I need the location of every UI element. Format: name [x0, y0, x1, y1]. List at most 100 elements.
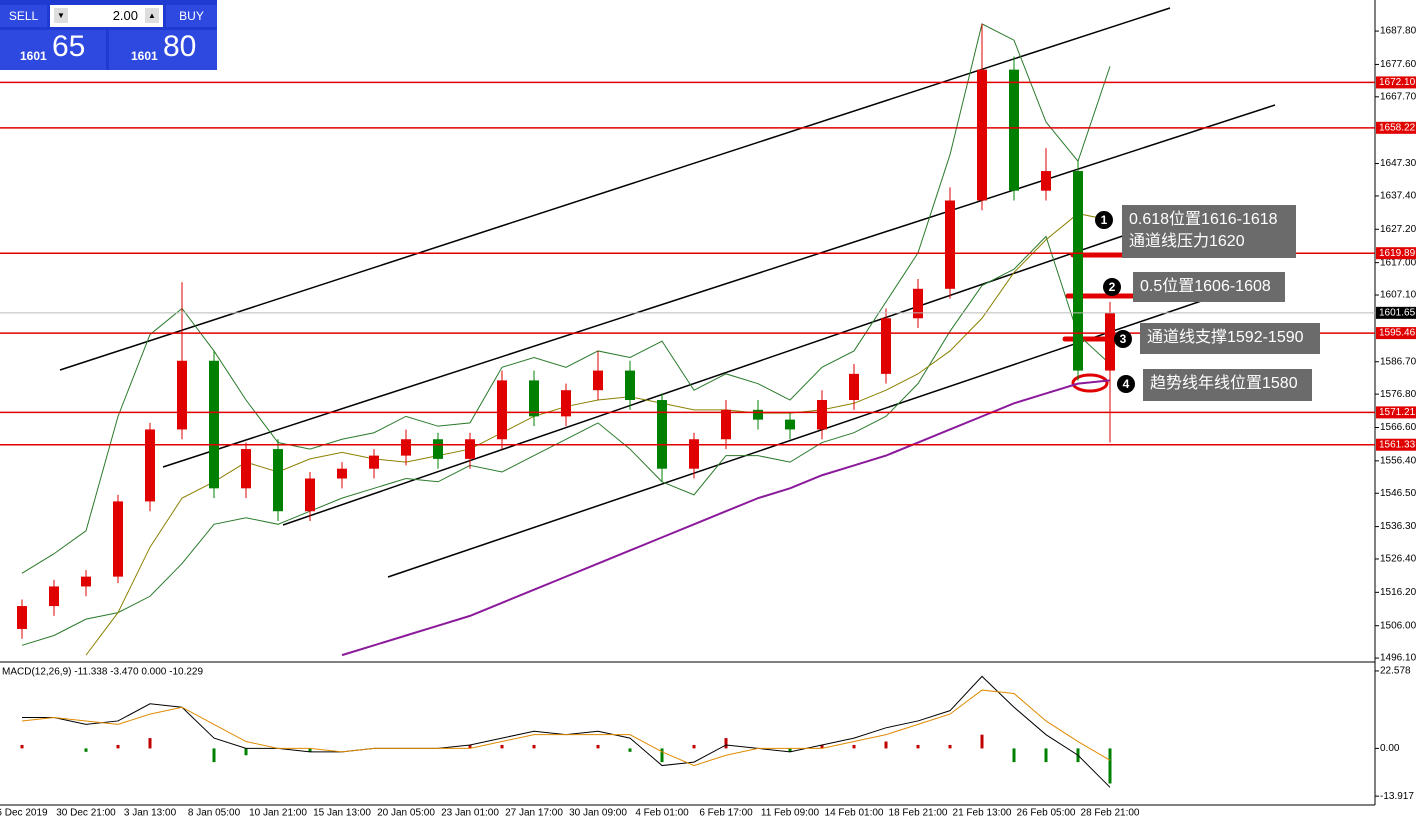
y-tick-label: 0.00 — [1380, 743, 1400, 754]
candle-body — [369, 455, 379, 469]
highlight-ellipse — [1071, 373, 1109, 393]
current-price-label: 1601.65 — [1379, 307, 1416, 318]
candle-body — [241, 449, 251, 489]
signal-line — [21, 689, 1111, 767]
annotation-text: 趋势线年线位置1580 — [1150, 374, 1298, 392]
annotation-badge — [1114, 330, 1132, 348]
indicator-line — [21, 23, 1111, 574]
x-tick-label: 18 Feb 21:00 — [889, 808, 948, 819]
lot-up[interactable]: ▲ — [145, 8, 159, 23]
level-tag — [1376, 121, 1416, 134]
annotation-text: 通道线支撑1592-1590 — [1147, 328, 1304, 346]
lot-down[interactable]: ▼ — [54, 8, 68, 23]
histogram-bar — [788, 748, 792, 752]
level-label: 1561.33 — [1379, 439, 1416, 450]
y-tick-label: 1566.60 — [1380, 422, 1417, 433]
sell-price[interactable]: 1601 65 — [0, 30, 106, 70]
trend-line — [162, 104, 1276, 468]
y-tick-label: 1506.00 — [1380, 620, 1417, 631]
annotation-box — [1133, 272, 1285, 302]
trend-line — [282, 229, 1141, 526]
annotation-text: 0.618位置1616-1618 — [1129, 210, 1278, 228]
candle-body — [753, 409, 763, 420]
y-tick-label: 1647.30 — [1380, 158, 1417, 169]
level-label: 1658.22 — [1379, 122, 1416, 133]
candle-body — [1073, 171, 1083, 371]
x-tick-label: 21 Feb 13:00 — [953, 808, 1012, 819]
sell-prefix: 1601 — [20, 49, 47, 63]
annotation-badge — [1095, 211, 1113, 229]
y-tick-label: 1576.80 — [1380, 389, 1417, 400]
candle-body — [913, 288, 923, 319]
level-tag — [1376, 327, 1416, 340]
annotation-number: 3 — [1120, 332, 1127, 346]
x-tick-label: 4 Feb 01:00 — [635, 808, 689, 819]
candle-body — [881, 318, 891, 374]
candle-body — [497, 380, 507, 440]
candle-body — [849, 373, 859, 401]
y-tick-label: 1556.40 — [1380, 455, 1417, 466]
candle-body — [337, 468, 347, 479]
y-tick-label: 1546.50 — [1380, 488, 1417, 499]
annotation-box — [1140, 323, 1320, 354]
histogram-bar — [884, 741, 888, 749]
macd-title: MACD(12,26,9) -11.338 -3.470 0.000 -10.2… — [2, 667, 203, 678]
y-tick-label: 1607.10 — [1380, 290, 1417, 301]
x-tick-label: 27 Jan 17:00 — [505, 808, 563, 819]
x-tick-label: 10 Jan 21:00 — [249, 808, 307, 819]
level-tag — [1376, 406, 1416, 419]
candle-body — [689, 439, 699, 469]
y-tick-label: 22.578 — [1380, 666, 1411, 677]
trend-line — [59, 7, 1171, 371]
buy-price[interactable]: 1601 80 — [109, 30, 217, 70]
y-tick-label: 1637.40 — [1380, 191, 1417, 202]
candle-body — [785, 419, 795, 430]
y-tick-label: 1617.00 — [1380, 257, 1417, 268]
histogram-bar — [84, 748, 88, 752]
x-tick-label: 28 Feb 21:00 — [1081, 808, 1140, 819]
candle-body — [209, 360, 219, 489]
candle-body — [273, 449, 283, 512]
lot-input[interactable]: ▼ 2.00 ▲ — [50, 5, 163, 27]
histogram-bar — [212, 748, 216, 763]
x-tick-label: 6 Dec 2019 — [0, 808, 48, 819]
x-tick-label: 20 Jan 05:00 — [377, 808, 435, 819]
level-tag — [1376, 76, 1416, 89]
histogram-bar — [660, 748, 664, 763]
candle-body — [721, 409, 731, 440]
level-label: 1595.46 — [1379, 328, 1416, 339]
y-tick-label: 1667.70 — [1380, 91, 1417, 102]
histogram-bar — [308, 748, 312, 752]
y-tick-label: 1516.20 — [1380, 587, 1417, 598]
channel-lines — [59, 7, 1276, 578]
sell-button[interactable]: SELL — [0, 5, 47, 27]
annotation-box — [1143, 369, 1312, 401]
level-label: 1571.21 — [1379, 407, 1416, 418]
histogram-bar — [692, 744, 696, 749]
level-tag — [1376, 247, 1416, 260]
x-tick-label: 26 Feb 05:00 — [1017, 808, 1076, 819]
y-tick-label: 1627.20 — [1380, 224, 1417, 235]
candle-body — [593, 370, 603, 391]
histogram-bar — [724, 738, 728, 749]
candle-body — [433, 439, 443, 459]
candle-body — [145, 429, 155, 502]
candle-body — [1041, 171, 1051, 191]
lot-value: 2.00 — [112, 8, 138, 23]
histogram-bar — [1044, 748, 1048, 763]
x-tick-label: 6 Feb 17:00 — [699, 808, 753, 819]
histogram-bar — [916, 744, 920, 749]
candle-body — [49, 586, 59, 607]
y-tick-label: 1586.70 — [1380, 356, 1417, 367]
annotation-box — [1122, 205, 1296, 258]
histogram-bar — [980, 734, 984, 749]
annotation-number: 1 — [1101, 213, 1108, 227]
annotation-number: 2 — [1109, 280, 1116, 294]
buy-button[interactable]: BUY — [166, 5, 217, 27]
y-tick-label: 1526.40 — [1380, 554, 1417, 565]
histogram-bar — [532, 744, 536, 749]
buy-prefix: 1601 — [131, 49, 158, 63]
histogram-bar — [1108, 748, 1112, 784]
